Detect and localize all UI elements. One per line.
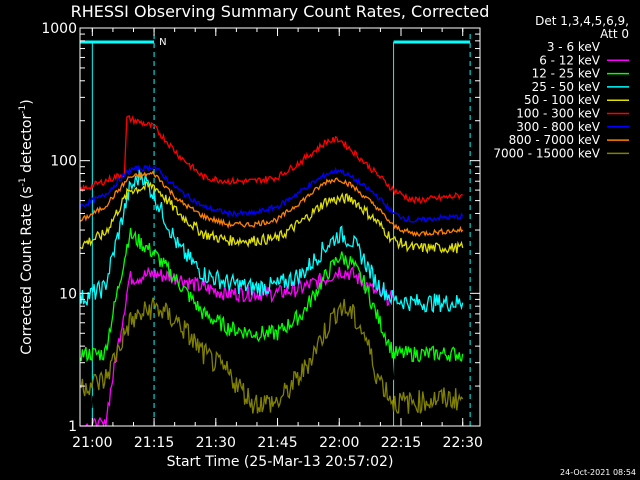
legend-label: 100 - 300 keV xyxy=(516,107,600,121)
series-line-7 xyxy=(79,163,464,223)
series-line-6 xyxy=(79,114,463,205)
x-tick-label: 21:00 xyxy=(72,435,112,451)
series-line-5 xyxy=(79,180,464,255)
y-tick-label: 100 xyxy=(50,154,77,170)
series-line-2 xyxy=(80,266,395,428)
legend-label: 3 - 6 keV xyxy=(547,40,601,54)
legend-header-line-1: Det 1,3,4,5,6,9, xyxy=(535,14,629,28)
legend-label: 300 - 800 keV xyxy=(516,120,600,134)
footer-date: 24-Oct-2021 08:54 xyxy=(560,468,636,477)
legend-label: 50 - 100 keV xyxy=(524,93,601,107)
x-tick-label: 22:30 xyxy=(443,435,483,451)
plot-frame xyxy=(79,27,481,427)
saa-marker-label: N xyxy=(159,37,166,48)
legend-label: 12 - 25 keV xyxy=(532,67,601,81)
y-tick-label: 10 xyxy=(59,286,77,302)
x-axis: 21:00 21:15 21:30 21:45 22:00 22:15 22:30 xyxy=(72,28,483,451)
series-line-8 xyxy=(79,170,464,238)
x-tick-label: 21:15 xyxy=(134,435,174,451)
legend-label: 800 - 7000 keV xyxy=(509,133,601,147)
x-tick-label: 21:45 xyxy=(257,435,297,451)
y-tick-label: 1000 xyxy=(41,21,77,37)
x-axis-label: Start Time (25-Mar-13 20:57:02) xyxy=(167,454,394,470)
series-line-1 xyxy=(79,283,464,414)
legend-label: 25 - 50 keV xyxy=(532,80,601,94)
x-tick-label: 22:15 xyxy=(381,435,421,451)
series-line-9 xyxy=(79,297,464,414)
series-line-4 xyxy=(79,169,464,314)
chart-title: RHESSI Observing Summary Count Rates, Co… xyxy=(71,2,490,21)
x-tick-label: 21:30 xyxy=(196,435,236,451)
legend-label: 6 - 12 keV xyxy=(539,53,601,67)
y-axis: 1 10 100 1000 xyxy=(41,21,480,435)
legend-label: 7000 - 15000 keV xyxy=(493,146,600,160)
series-line-3 xyxy=(79,227,464,363)
plot-area: N xyxy=(79,34,471,428)
legend-header-line-2: Att 0 xyxy=(600,27,629,41)
y-tick-label: 1 xyxy=(68,419,77,435)
x-tick-label: 22:00 xyxy=(319,435,359,451)
y-axis-label: Corrected Count Rate (s-1 detector-1) xyxy=(18,99,35,354)
